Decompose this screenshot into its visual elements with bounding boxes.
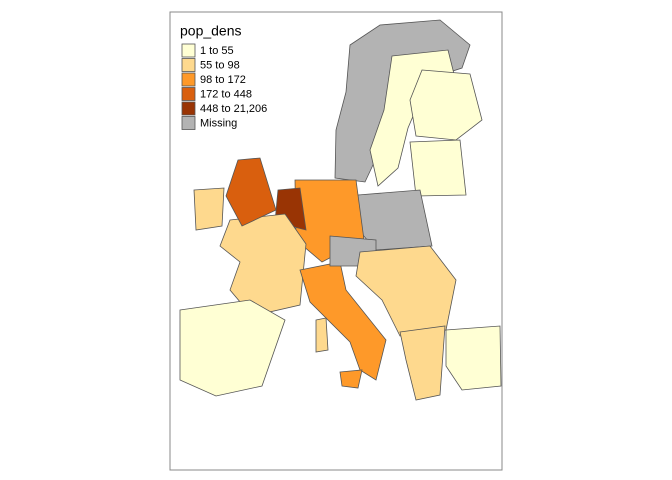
legend-swatch: [181, 43, 196, 58]
legend-label: 448 to 21,206: [200, 103, 267, 115]
legend-title: pop_dens: [180, 23, 242, 39]
iberia: [179, 299, 286, 397]
sardinia: [315, 317, 329, 353]
legend-label: 55 to 98: [200, 59, 240, 71]
legend-label: 1 to 55: [200, 45, 234, 57]
map-regions: [179, 19, 502, 401]
sicily: [339, 369, 363, 389]
legend: 1 to 55 55 to 98 98 to 172 172 to 448 448 to…: [181, 43, 267, 130]
legend-swatch: [181, 72, 196, 87]
legend-swatch: [181, 87, 196, 101]
great-britain: [225, 157, 277, 227]
turkey: [445, 325, 502, 391]
legend-swatch: [181, 58, 196, 72]
baltics: [409, 139, 467, 197]
greece: [399, 325, 446, 401]
legend-swatch: [181, 116, 196, 130]
legend-label: 98 to 172: [200, 74, 246, 86]
ireland: [193, 187, 225, 231]
legend-swatch: [181, 101, 196, 116]
legend-label: Missing: [200, 117, 237, 129]
legend-label: 172 to 448: [200, 88, 252, 100]
italy: [299, 261, 387, 381]
